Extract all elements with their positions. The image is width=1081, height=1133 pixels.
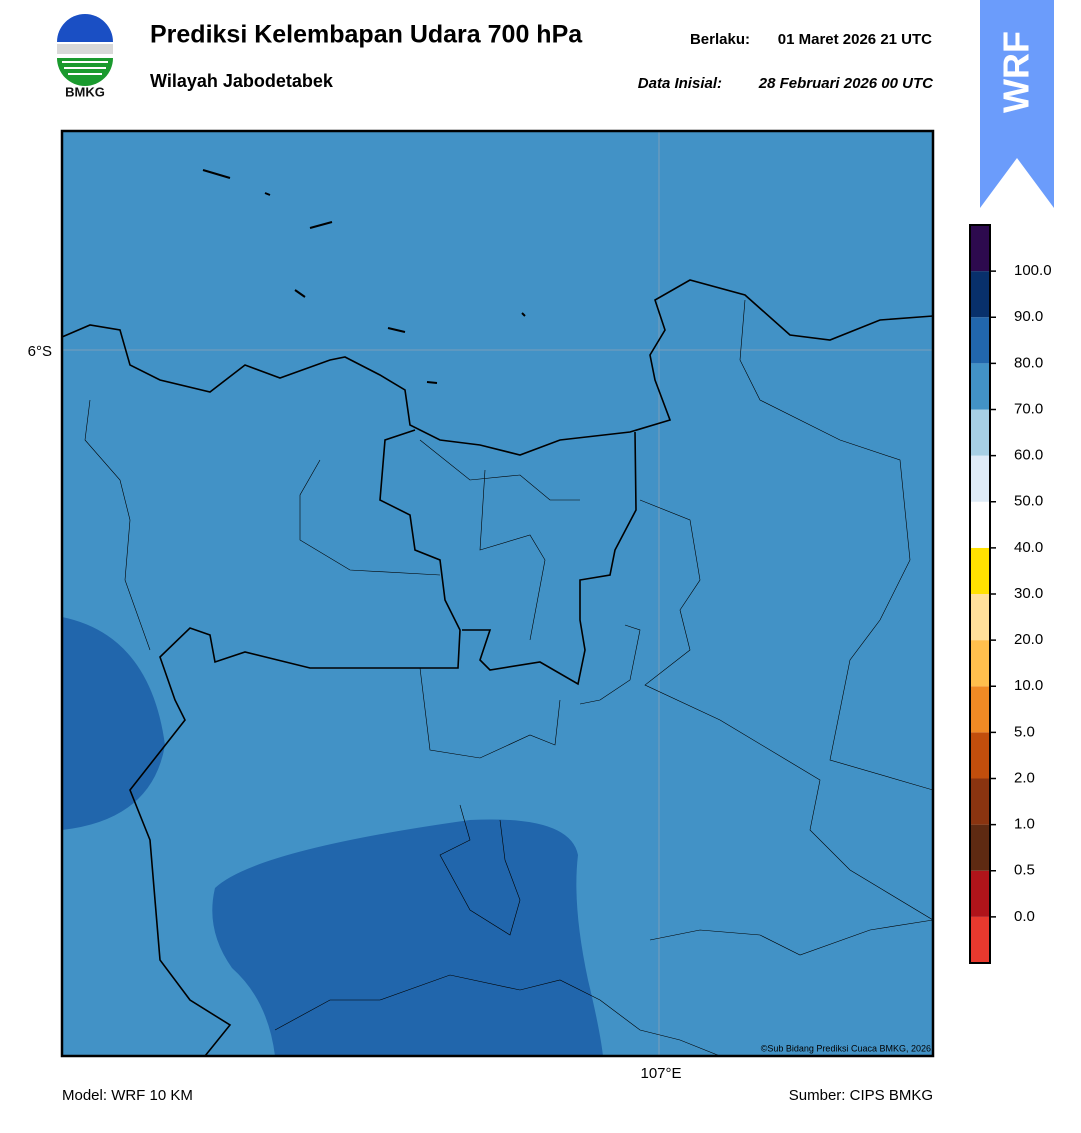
colorbar-segment xyxy=(970,225,990,272)
colorbar-label: 1.0 xyxy=(1014,816,1035,833)
colorbar-segment xyxy=(970,778,990,825)
colorbar-segment xyxy=(970,271,990,318)
logo-text: BMKG xyxy=(65,84,105,99)
province-border xyxy=(129,429,461,1056)
colorbar-segment xyxy=(970,594,990,641)
colorbar-segment xyxy=(970,916,990,963)
colorbar-label: 70.0 xyxy=(1014,400,1043,417)
colorbar-frame xyxy=(969,224,991,964)
colorbar-segment xyxy=(970,363,990,410)
lon-label: 107°E xyxy=(640,1065,681,1082)
colorbar-label: 50.0 xyxy=(1014,493,1043,510)
lat-label: 6°S xyxy=(28,343,52,360)
colorbar-segment xyxy=(970,732,990,779)
init-label: Data Inisial: xyxy=(638,75,722,92)
colorbar-segment xyxy=(970,686,990,733)
colorbar-label: 0.0 xyxy=(1014,908,1035,925)
footer-source: Sumber: CIPS BMKG xyxy=(789,1087,933,1104)
map-frame xyxy=(60,129,935,1058)
init-time: 28 Februari 2026 00 UTC xyxy=(758,75,934,92)
subtitle: Wilayah Jabodetabek xyxy=(150,71,334,91)
map: 6°S 107°E ©Sub Bidang Prediksi Cuaca BMK… xyxy=(28,129,935,1082)
valid-time: 01 Maret 2026 21 UTC xyxy=(778,31,932,48)
copyright: ©Sub Bidang Prediksi Cuaca BMKG, 2026 xyxy=(761,1043,931,1053)
title: Prediksi Kelembapan Udara 700 hPa xyxy=(150,21,583,49)
colorbar-label: 100.0 xyxy=(1014,262,1052,279)
island xyxy=(202,169,526,384)
coastline xyxy=(62,279,933,456)
colorbar-segment xyxy=(970,501,990,548)
humidity-area xyxy=(212,819,603,1056)
colorbar-label: 2.0 xyxy=(1014,769,1035,786)
province-border xyxy=(462,431,637,686)
colorbar-segment xyxy=(970,640,990,687)
colorbar-segment xyxy=(970,409,990,456)
colorbar-segment xyxy=(970,547,990,594)
colorbar-label: 60.0 xyxy=(1014,447,1043,464)
colorbar-label: 80.0 xyxy=(1014,354,1043,371)
footer-model: Model: WRF 10 KM xyxy=(62,1087,193,1104)
colorbar: 0.0 0.5 1.0 2.0 5.0 10.0 20.0 30.0 40.0 50.0 60.0 7… xyxy=(969,224,1052,964)
badge-text: WRF xyxy=(996,31,1037,113)
colorbar-label: 10.0 xyxy=(1014,677,1043,694)
colorbar-label: 30.0 xyxy=(1014,585,1043,602)
colorbar-label: 90.0 xyxy=(1014,308,1043,325)
valid-label: Berlaku: xyxy=(690,31,750,48)
regency-border xyxy=(84,299,933,1056)
colorbar-label: 40.0 xyxy=(1014,539,1043,556)
colorbar-segment xyxy=(970,824,990,871)
humidity-area xyxy=(62,617,165,830)
logo: BMKG xyxy=(57,14,113,99)
colorbar-segment xyxy=(970,317,990,364)
colorbar-label: 5.0 xyxy=(1014,723,1035,740)
colorbar-label: 0.5 xyxy=(1014,862,1035,879)
colorbar-segment xyxy=(970,870,990,917)
badge xyxy=(980,0,1054,208)
colorbar-label: 20.0 xyxy=(1014,631,1043,648)
colorbar-segment xyxy=(970,455,990,502)
